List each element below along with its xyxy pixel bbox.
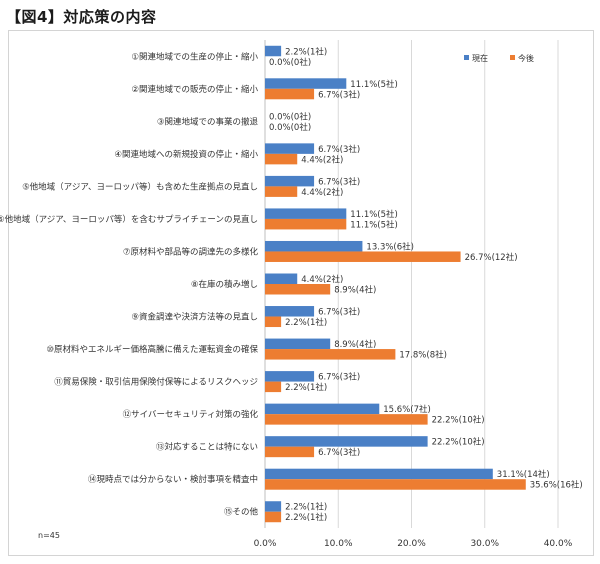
category-label: ④関連地域への新規投資の停止・縮小 xyxy=(114,149,258,160)
category-label: ⑧在庫の積み増し xyxy=(191,279,258,290)
bar-future xyxy=(265,153,298,165)
data-label-future: 4.4%(2社) xyxy=(301,187,343,198)
category-label: ①関連地域での生産の停止・縮小 xyxy=(131,51,258,62)
data-label-future: 35.6%(16社) xyxy=(530,480,583,491)
bar-future xyxy=(265,414,428,425)
category-label: ⑬対応することは特にない xyxy=(156,442,258,453)
data-label-current: 11.1%(5社) xyxy=(350,209,398,220)
legend-swatch-current xyxy=(464,55,469,60)
data-label-future: 0.0%(0社) xyxy=(269,122,311,133)
data-label-future: 17.8%(8社) xyxy=(399,350,447,361)
data-label-current: 6.7%(3社) xyxy=(318,176,360,187)
bar-future xyxy=(265,511,282,523)
legend-swatch-future xyxy=(510,55,515,60)
bar-future xyxy=(265,88,315,100)
bar-current xyxy=(265,45,282,57)
data-label-current: 2.2%(1社) xyxy=(285,502,327,513)
category-label: ⑩原材料やエネルギー価格高騰に備えた運転資金の確保 xyxy=(46,344,258,355)
bar-future xyxy=(265,479,526,490)
bar-current xyxy=(265,240,363,252)
legend-label-future: 今後 xyxy=(518,53,534,63)
data-label-current: 6.7%(3社) xyxy=(318,144,360,155)
category-label: ⑮その他 xyxy=(224,507,259,518)
category-label: ⑫サイバーセキュリティ対策の強化 xyxy=(123,409,259,420)
bar-current xyxy=(265,175,315,187)
data-label-current: 22.2%(10社) xyxy=(432,437,485,448)
bar-current xyxy=(265,436,428,447)
bar-current xyxy=(265,273,298,284)
bar-current xyxy=(265,468,493,480)
bar-current xyxy=(265,78,347,89)
x-tick-label: 20.0% xyxy=(397,539,426,549)
data-label-current: 11.1%(5社) xyxy=(350,79,398,90)
category-label: ⑥他地域（アジア、ヨーロッパ等）を含むサプライチェーンの見直し xyxy=(0,214,258,225)
data-label-current: 6.7%(3社) xyxy=(318,307,360,318)
x-tick-label: 10.0% xyxy=(324,539,353,549)
data-label-future: 26.7%(12社) xyxy=(465,252,518,263)
data-label-future: 2.2%(1社) xyxy=(285,317,327,328)
category-label: ⑨資金調達や決済方法等の見直し xyxy=(131,312,258,323)
bar-current xyxy=(265,371,315,382)
bar-future xyxy=(265,349,396,360)
data-label-future: 8.9%(4社) xyxy=(334,285,376,296)
data-label-current: 13.3%(6社) xyxy=(366,241,414,252)
data-label-current: 8.9%(4社) xyxy=(334,339,376,350)
category-label: ⑦原材料や部品等の調達先の多様化 xyxy=(123,246,259,257)
bar-current xyxy=(265,338,331,350)
category-label: ②関連地域での販売の停止・縮小 xyxy=(131,84,258,95)
bar-current xyxy=(265,306,315,317)
bar-future xyxy=(265,251,461,262)
bar-current xyxy=(265,143,315,154)
data-label-current: 6.7%(3社) xyxy=(318,372,360,383)
data-label-current: 31.1%(14社) xyxy=(497,469,550,480)
chart-frame xyxy=(8,30,594,556)
category-label: ⑤他地域（アジア、ヨーロッパ等）も含めた生産拠点の見直し xyxy=(22,181,258,192)
category-label: ⑪貿易保険・取引信用保険付保等によるリスクヘッジ xyxy=(54,377,258,388)
bar-future xyxy=(265,316,282,328)
bar-future xyxy=(265,218,347,230)
data-label-future: 11.1%(5社) xyxy=(350,219,398,230)
bar-current xyxy=(265,208,347,219)
bar-current xyxy=(265,403,380,415)
data-label-future: 4.4%(2社) xyxy=(301,154,343,165)
bar-future xyxy=(265,381,282,393)
data-label-future: 6.7%(3社) xyxy=(318,89,360,100)
data-label-current: 0.0%(0社) xyxy=(269,111,311,122)
bar-future xyxy=(265,446,315,458)
data-label-future: 22.2%(10社) xyxy=(432,415,485,426)
data-label-current: 4.4%(2社) xyxy=(301,274,343,285)
data-label-current: 15.6%(7社) xyxy=(383,404,431,415)
data-label-future: 2.2%(1社) xyxy=(285,382,327,393)
x-tick-label: 30.0% xyxy=(470,539,499,549)
data-label-future: 0.0%(0社) xyxy=(269,57,311,68)
data-label-future: 6.7%(3社) xyxy=(318,447,360,458)
bar-current xyxy=(265,501,282,512)
bar-future xyxy=(265,186,298,197)
data-label-future: 2.2%(1社) xyxy=(285,512,327,523)
x-tick-label: 0.0% xyxy=(254,539,277,549)
data-label-current: 2.2%(1社) xyxy=(285,46,327,57)
category-label: ③関連地域での事業の撤退 xyxy=(157,116,259,127)
x-tick-label: 40.0% xyxy=(544,539,573,549)
sample-size-note: n=45 xyxy=(38,531,60,540)
category-label: ⑭現時点では分からない・検討事項を精査中 xyxy=(88,474,258,485)
bar-future xyxy=(265,284,331,295)
chart-title: 【図4】対応策の内容 xyxy=(6,8,157,26)
legend-label-current: 現在 xyxy=(472,53,488,63)
